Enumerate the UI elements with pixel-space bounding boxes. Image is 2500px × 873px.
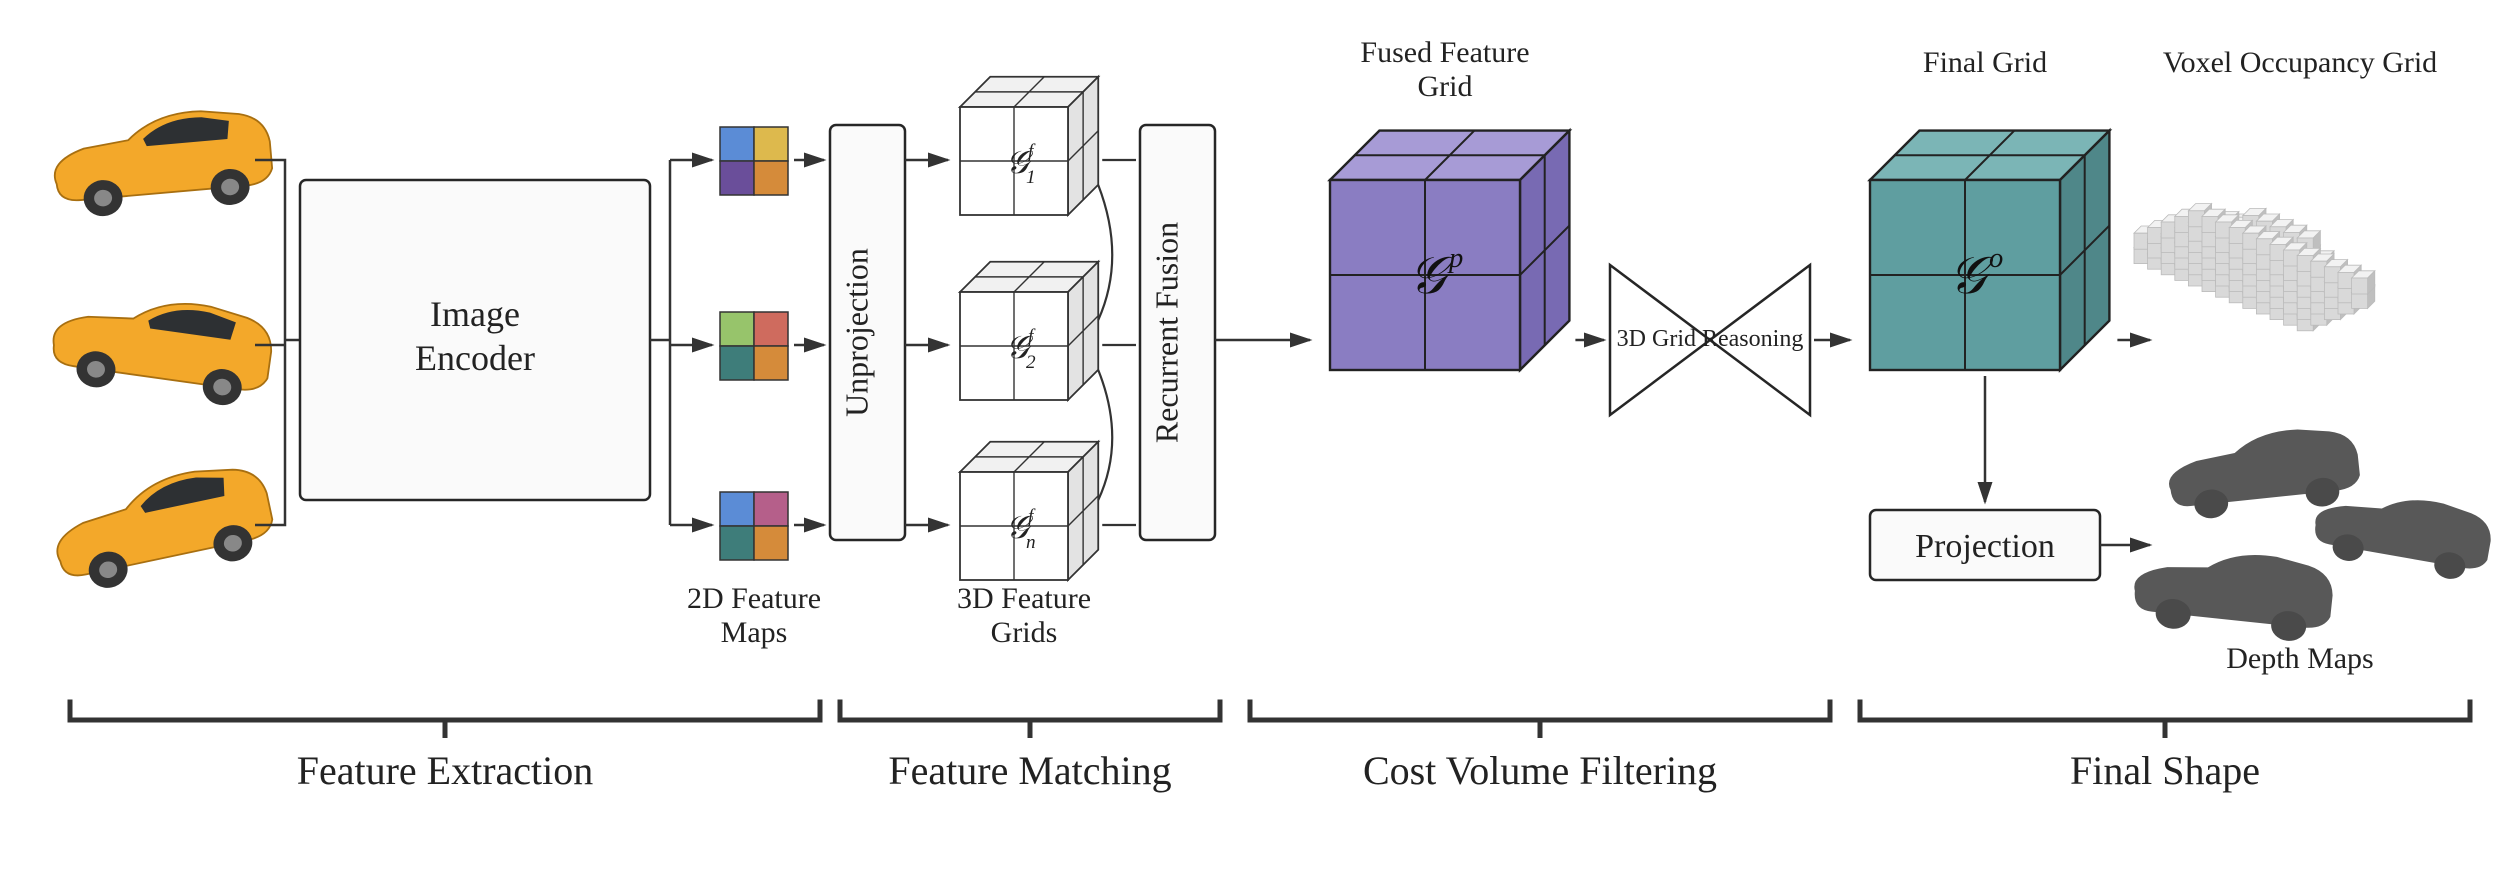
label-2d-feature-maps: 2D FeatureMaps [687,582,821,649]
stage-cost-volume-filtering [1250,702,1830,738]
recurrent-fusion-label: Recurrent Fusion [1149,222,1185,443]
unprojection-label: Unprojection [839,248,875,417]
input-car-image [47,458,280,597]
input-car-image [48,285,277,411]
input-car-image [50,105,275,220]
stage-cost-volume-filtering-label: Cost Volume Filtering [1363,748,1717,793]
svg-text:o: o [1989,243,2003,274]
svg-text:p: p [1447,243,1463,274]
depth-map-silhouette [2165,423,2363,522]
label-grid-reasoning: 3D Grid Reasoning [1617,326,1804,352]
stage-feature-extraction [70,702,820,738]
svg-text:2: 2 [1026,352,1036,373]
depth-map-silhouette [2130,542,2336,645]
label-3d-feature-grids: 3D FeatureGrids [957,582,1091,649]
projection-label: Projection [1915,528,2055,565]
fused-grid-cube: 𝒢p [1330,131,1569,370]
cube-link-curve [1098,185,1112,320]
label-fused-grid: Fused FeatureGrid [1360,36,1529,103]
cube-link-curve [1098,370,1112,500]
stage-feature-matching-label: Feature Matching [888,748,1171,793]
feature-grid-3d: 𝒢f2 [960,262,1098,400]
stage-feature-extraction-label: Feature Extraction [297,748,594,793]
svg-text:1: 1 [1026,167,1036,188]
label-final-grid: Final Grid [1923,46,2047,79]
voxel-occupancy-render [2134,204,2375,331]
svg-text:n: n [1026,532,1036,553]
stage-final-shape-label: Final Shape [2070,748,2260,793]
feature-map-2d [720,492,788,560]
feature-grid-3d: 𝒢fn [960,442,1098,580]
label-voxel-occupancy: Voxel Occupancy Grid [2163,46,2437,79]
fanout-bracket-right [650,160,670,525]
stage-final-shape [1860,702,2470,738]
feature-map-2d [720,312,788,380]
feature-map-2d [720,127,788,195]
stage-feature-matching [840,702,1220,738]
label-depth-maps: Depth Maps [2226,642,2373,675]
final-grid-cube: 𝒢o [1870,131,2109,370]
feature-grid-3d: 𝒢f1 [960,77,1098,215]
